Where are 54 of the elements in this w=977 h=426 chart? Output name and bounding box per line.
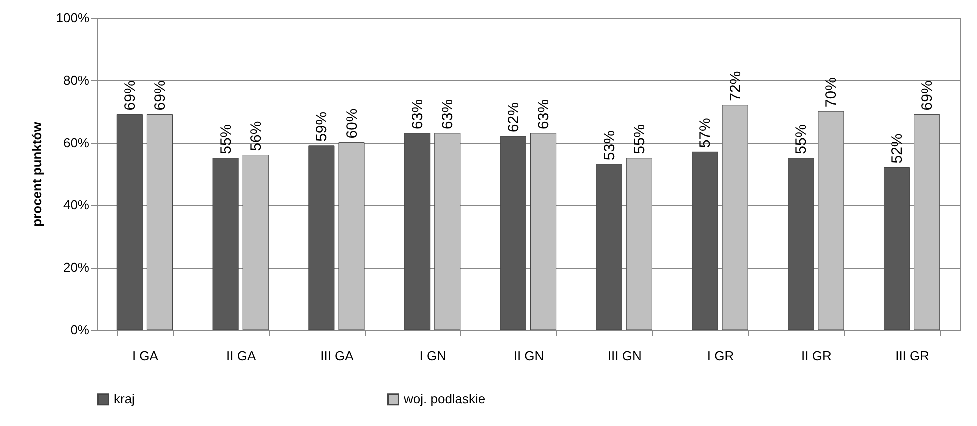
bar <box>500 136 526 330</box>
data-label: 59% <box>314 112 331 142</box>
y-tick-label: 80% <box>63 72 90 88</box>
data-label: 55% <box>631 124 648 154</box>
bar <box>530 133 557 330</box>
data-label: 53% <box>601 130 618 161</box>
bar <box>692 152 718 330</box>
data-label: 55% <box>218 124 235 154</box>
bar <box>884 168 910 330</box>
legend-label: kraj <box>114 392 136 407</box>
data-label: 52% <box>889 134 906 164</box>
data-label: 63% <box>536 99 553 130</box>
y-tick-label: 20% <box>63 260 90 276</box>
bar <box>338 142 365 330</box>
y-tick-label: 100% <box>56 10 90 26</box>
x-tick-label: I GR <box>707 348 734 364</box>
bar <box>308 146 335 330</box>
bar <box>596 164 622 330</box>
x-tick-label: I GN <box>420 348 446 364</box>
x-tick-label: II GA <box>226 348 256 364</box>
data-label: 55% <box>793 124 810 154</box>
bar <box>818 111 844 330</box>
data-label: 69% <box>919 80 936 111</box>
y-tick-label: 0% <box>70 322 90 338</box>
data-label: 70% <box>823 78 840 108</box>
bar <box>434 133 461 330</box>
bar <box>722 105 748 330</box>
x-tick-label: II GR <box>801 348 832 364</box>
data-label: 57% <box>697 118 714 148</box>
bar <box>212 158 239 330</box>
x-tick-label: I GA <box>132 348 159 364</box>
bar <box>626 158 652 330</box>
data-label: 63% <box>410 99 427 130</box>
bar <box>788 158 814 330</box>
data-label: 56% <box>248 121 265 152</box>
data-label: 72% <box>727 71 744 102</box>
legend-label: woj. podlaskie <box>403 392 486 407</box>
bar <box>404 133 431 330</box>
bar <box>914 114 940 330</box>
data-label: 69% <box>122 80 139 111</box>
y-tick-label: 60% <box>63 135 90 150</box>
y-axis-title: procent punktów <box>29 121 44 227</box>
x-tick-label: III GN <box>608 348 642 364</box>
x-tick-label: II GN <box>514 348 544 364</box>
data-label: 62% <box>505 102 522 133</box>
data-label: 69% <box>152 80 169 111</box>
bar <box>242 155 269 330</box>
data-label: 60% <box>344 108 361 139</box>
bar <box>116 114 143 330</box>
data-label: 63% <box>440 99 457 130</box>
bar <box>146 114 173 330</box>
x-tick-label: III GA <box>320 348 354 364</box>
x-tick-label: III GR <box>896 348 930 364</box>
y-tick-label: 40% <box>63 198 90 213</box>
